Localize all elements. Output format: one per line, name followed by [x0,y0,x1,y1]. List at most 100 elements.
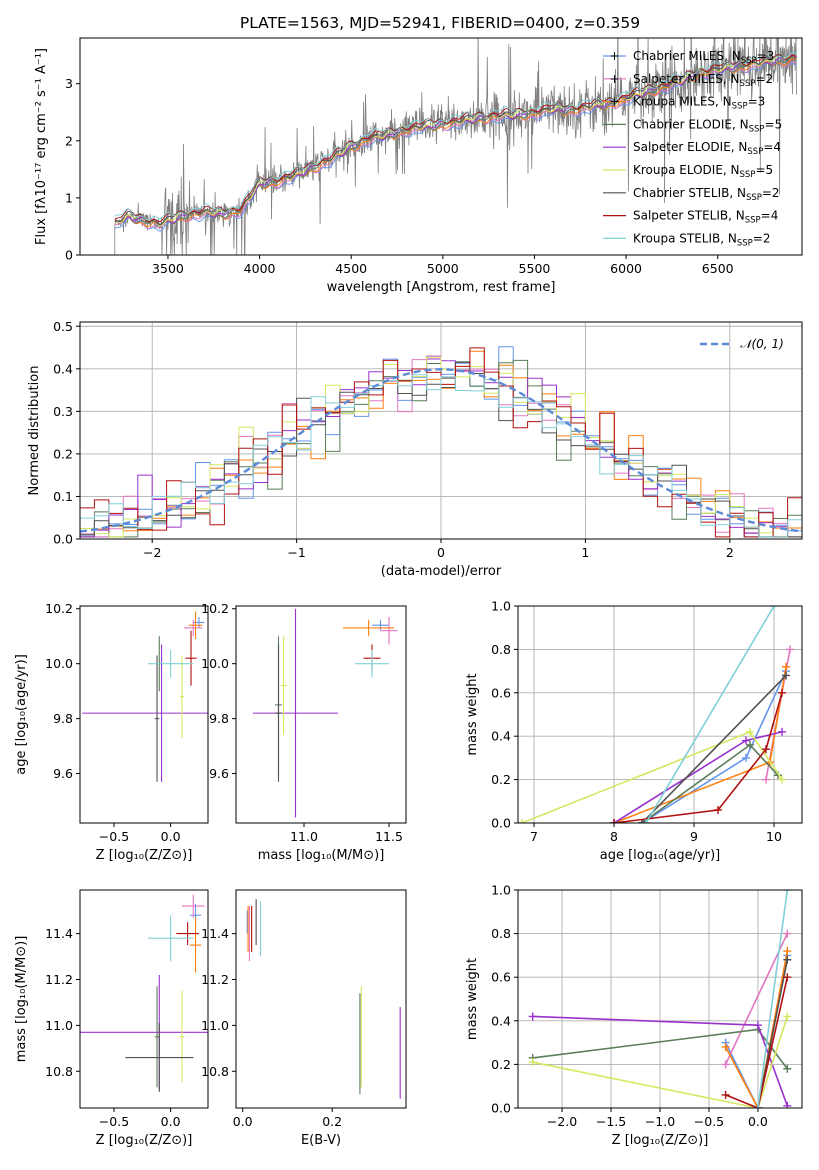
x-tick-label: 0.2 [322,1114,342,1129]
x-tick-label: 5000 [427,261,459,276]
y-tick-label: 11.0 [201,1018,229,1033]
mass-weight-marker [642,819,650,823]
x-tick-label: −2 [143,545,161,560]
error-bar-point [154,655,160,782]
legend-label: Chabrier ELODIE, NSSP=5 [633,117,782,134]
legend-label: Salpeter STELIB, NSSP=4 [633,209,778,226]
age_vs_Z-ylabel: age [log₁₀(age/yr)] [14,654,29,775]
mass_vs_Z-ylabel: mass [log₁₀(M/M⊙)] [14,936,29,1063]
weight_vs_Z-frame [517,889,803,1109]
error-bar-point [280,636,287,736]
y-tick-label: 0.4 [491,1013,511,1028]
residual-histogram [80,361,802,538]
mass-weight-marker [742,753,750,762]
mass-weight-marker [528,1058,537,1067]
y-tick-label: 0.0 [53,532,73,547]
error-bar-point [154,986,160,1088]
error-bar-point [125,1023,194,1092]
mass-weight-marker [783,947,792,956]
residuals-xlabel: (data-model)/error [381,564,502,579]
mass-weight-marker [746,740,754,749]
y-tick-label: 11.2 [201,972,229,987]
x-tick-label: −0.5 [99,829,129,844]
y-tick-label: 1 [65,190,73,205]
error-bar-point [179,655,185,738]
error-bar-point [189,917,202,973]
x-tick-label: 6000 [610,261,642,276]
mass-weight-marker [778,775,786,784]
y-tick-label: 0.4 [491,729,511,744]
mass-weight-marker [782,662,790,671]
mass-weight-marker [783,955,792,964]
mass-weight-line [757,890,789,1108]
weight_vs_age-frame [517,605,803,824]
y-tick-label: 9.6 [209,766,229,781]
weight_vs_age-panel: 7 8 9 10 0.0 0.2 0.4 0.6 0.8 1.0 age [log₁₀(age/yr… [465,599,803,863]
y-tick-label: 1.0 [491,883,511,898]
y-tick-label: 10.8 [201,1064,229,1079]
mass-weight-line [641,674,787,823]
mass-weight-marker [762,775,770,784]
mass-weight-marker [753,1021,762,1030]
residual-histogram [80,374,802,538]
mass-weight-marker [746,727,754,736]
mass-weight-line [724,933,789,1065]
legend-marker: + [609,95,619,109]
error-bar-point [380,616,398,645]
mass-weight-marker [528,1012,537,1021]
mass-weight-line [613,666,787,823]
spectrum-ylabel: Flux [fλ10⁻¹⁷ erg cm⁻² s⁻¹ A⁻¹] [34,48,49,245]
x-tick-label: −1.5 [596,1114,626,1129]
error-bar-point [179,990,185,1083]
y-tick-label: 0 [65,248,73,263]
mass-weight-marker [782,671,790,680]
y-tick-label: 0.2 [491,772,511,787]
y-tick-label: 10.2 [45,601,73,616]
residuals-ylabel: Normed distribution [27,366,42,496]
mass-weight-marker [721,1090,730,1099]
mass-weight-marker [770,606,778,610]
mass-weight-line [645,606,775,823]
y-tick-label: 10.0 [45,656,73,671]
y-tick-label: 11.4 [45,926,73,941]
spectrum-panel: 3500 4000 4500 5000 5500 6000 6500 0 1 2 3 waveleng… [34,37,803,295]
mass_vs_Z-xlabel: Z [log₁₀(Z/Z⊙)] [96,1133,193,1148]
x-tick-label: 5500 [519,261,551,276]
mass-weight-marker [783,1064,792,1073]
legend-label: Salpeter ELODIE, NSSP=4 [633,140,781,157]
x-tick-label: 0.0 [161,829,181,844]
x-tick-label: −1.0 [645,1114,675,1129]
y-tick-label: 11.2 [45,972,73,987]
y-tick-label: 3 [65,76,73,91]
error-bar-point [343,619,395,637]
x-tick-label: 4500 [335,261,367,276]
legend-label: Kroupa ELODIE, NSSP=5 [633,163,773,180]
model-spectrum-line [114,51,797,221]
legend-label: Chabrier MILES, NSSP=3 [633,49,774,66]
y-tick-label: 0.1 [53,489,73,504]
mass_vs_ebv-frame [235,889,407,1109]
y-tick-label: 2 [65,133,73,148]
mass-weight-marker [783,1101,792,1108]
mass-weight-marker [721,1042,730,1051]
mass_vs_ebv-panel: 0.0 0.2 10.8 11.0 11.2 11.4 E(B-V) [201,889,407,1148]
mass_vs_Z-panel: −0.5 0.0 10.8 11.0 11.2 11.4 Z [log₁₀(Z/Z⊙)] ma… [14,889,209,1148]
error-bar-point [82,644,208,782]
error-bar-point [253,608,338,818]
x-tick-label: 0.0 [161,1114,181,1129]
x-tick-label: 7 [530,829,538,844]
age_vs_mass-frame [235,605,407,824]
mass-weight-marker [518,819,526,823]
x-tick-label: 11.0 [290,829,318,844]
error-bar-point [185,630,197,686]
x-tick-label: 0.0 [748,1114,768,1129]
y-tick-label: 9.8 [53,711,73,726]
age_vs_Z-xlabel: Z [log₁₀(Z/Z⊙)] [96,848,193,863]
mass-weight-marker [638,819,646,823]
weight_vs_age-xlabel: age [log₁₀(age/yr)] [600,848,721,863]
age_vs_mass-xlabel: mass [log₁₀(M/M⊙)] [258,848,385,863]
x-tick-label: −2.0 [547,1114,577,1129]
x-tick-label: −0.5 [694,1114,724,1129]
mass-weight-marker [783,929,792,938]
y-tick-label: 10.8 [45,1064,73,1079]
